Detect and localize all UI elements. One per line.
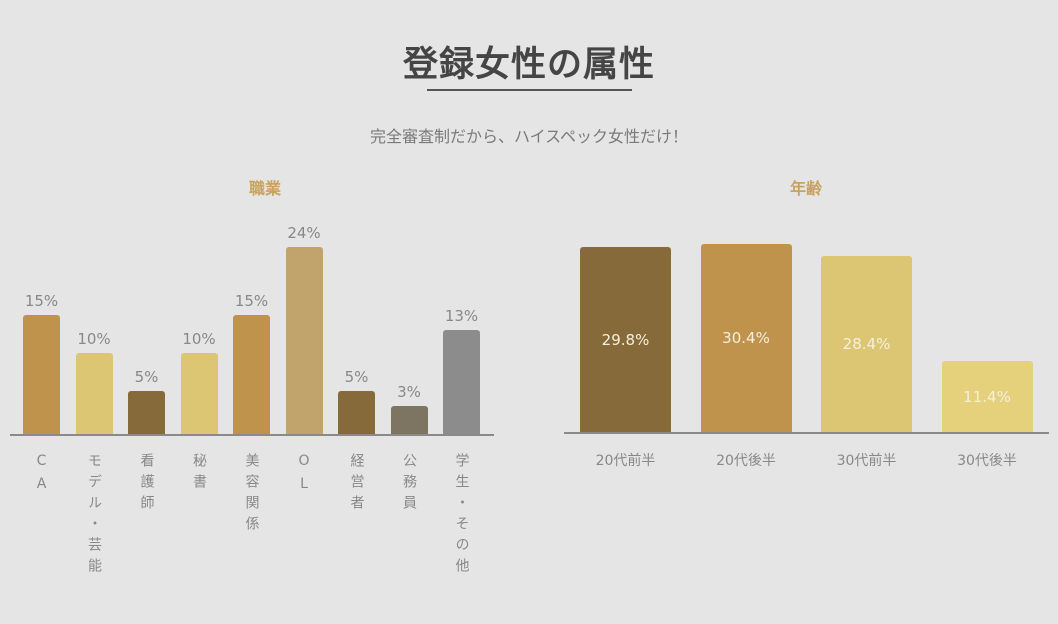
- occupation-category-label: 秘書: [191, 453, 207, 495]
- occupation-value-label: 10%: [182, 330, 216, 348]
- age-value-label: 11.4%: [963, 387, 1011, 406]
- age-category-label: 30代後半: [957, 453, 1017, 469]
- occupation-bar: [233, 315, 270, 434]
- occupation-chart-title: 職業: [248, 179, 282, 198]
- occupation-bar: [180, 353, 218, 434]
- age-x-axis: [564, 432, 1049, 434]
- age-bar: [700, 243, 792, 432]
- occupation-category-label: 看護師: [138, 453, 155, 516]
- occupation-bar: [285, 246, 323, 434]
- age-value-label: 30.4%: [722, 328, 770, 347]
- age-category-label: 20代後半: [716, 453, 776, 469]
- occupation-category-label: 学生・その他: [453, 453, 470, 579]
- occupation-value-label: 15%: [24, 292, 59, 310]
- age-bar: [580, 247, 671, 432]
- occupation-category-label: 公務員: [401, 453, 417, 516]
- occupation-category-label: モデル・芸能: [86, 453, 102, 579]
- occupation-category-label: OL: [296, 453, 312, 499]
- age-bar: [821, 255, 912, 432]
- age-value-label: 28.4%: [842, 334, 891, 353]
- occupation-bar: [338, 391, 375, 434]
- occupation-value-label: 10%: [77, 330, 111, 348]
- age-bar: [941, 361, 1033, 432]
- age-value-label: 29.8%: [601, 330, 650, 349]
- title-underline: [427, 89, 632, 91]
- occupation-value-label: 3%: [397, 383, 421, 402]
- occupation-bar: [23, 315, 60, 434]
- occupation-bar: [390, 406, 428, 434]
- occupation-bar: [75, 353, 113, 434]
- occupation-value-label: 15%: [234, 292, 269, 310]
- occupation-bar: [443, 330, 480, 434]
- age-category-label: 30代前半: [836, 453, 897, 469]
- page-title: 登録女性の属性: [402, 45, 655, 85]
- occupation-x-axis: [10, 434, 494, 436]
- occupation-value-label: 5%: [134, 368, 159, 386]
- age-chart-title: 年齢: [789, 179, 823, 198]
- age-category-label: 20代前半: [595, 453, 656, 469]
- occupation-category-label: 経営者: [348, 453, 365, 516]
- occupation-bar: [128, 391, 165, 434]
- occupation-category-label: CA: [33, 453, 50, 499]
- occupation-category-label: 美容関係: [243, 453, 260, 537]
- occupation-value-label: 5%: [344, 368, 369, 386]
- occupation-value-label: 24%: [287, 223, 321, 242]
- page-subtitle: 完全審査制だから、ハイスペック女性だけ！: [369, 127, 689, 146]
- occupation-value-label: 13%: [444, 307, 479, 326]
